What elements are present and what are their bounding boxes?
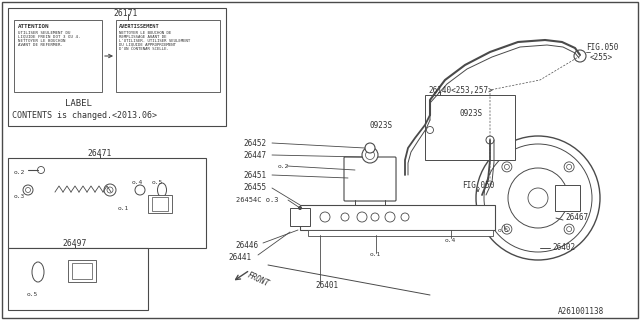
Text: o.5: o.5 [152, 180, 163, 186]
Ellipse shape [32, 262, 44, 282]
Text: o.3: o.3 [14, 194, 25, 198]
Bar [116, 20, 220, 92]
Text: DU LIQUIDE APPROPRIEMENT: DU LIQUIDE APPROPRIEMENT [119, 43, 176, 47]
Text: o.5: o.5 [498, 228, 509, 233]
Bar [14, 20, 102, 92]
Circle shape [564, 162, 574, 172]
Text: AVANT DE REFERMER.: AVANT DE REFERMER. [18, 43, 63, 47]
Circle shape [341, 213, 349, 221]
Circle shape [385, 212, 395, 222]
Text: 0923S: 0923S [370, 121, 393, 130]
Circle shape [365, 143, 375, 153]
Text: o.5: o.5 [27, 292, 38, 298]
Text: ATTENTION: ATTENTION [18, 25, 49, 29]
Text: 26471: 26471 [88, 148, 112, 157]
Text: o.4: o.4 [132, 180, 143, 186]
Bar [300, 205, 495, 230]
Text: L'UTILISER. UTILISER SEULEMENT: L'UTILISER. UTILISER SEULEMENT [119, 39, 190, 43]
Text: o.2: o.2 [278, 164, 289, 169]
Text: 26446: 26446 [235, 241, 258, 250]
Text: LIQUIDE FREIN DOT 3 OU 4.: LIQUIDE FREIN DOT 3 OU 4. [18, 35, 81, 39]
Text: NETTOYER LE BOUCHON: NETTOYER LE BOUCHON [18, 39, 65, 43]
Circle shape [107, 187, 113, 193]
Circle shape [508, 168, 568, 228]
Bar [8, 248, 148, 310]
Bar [68, 260, 96, 282]
Circle shape [371, 213, 379, 221]
Text: 26454C o.3: 26454C o.3 [236, 197, 278, 203]
Text: LABEL: LABEL [65, 99, 92, 108]
Text: FIG.050: FIG.050 [586, 44, 618, 52]
Text: REMPLISSAGE AVANT DE: REMPLISSAGE AVANT DE [119, 35, 166, 39]
Circle shape [502, 224, 512, 234]
Text: 26402: 26402 [552, 244, 575, 252]
Bar [8, 158, 206, 248]
Circle shape [476, 136, 600, 260]
Circle shape [320, 212, 330, 222]
Circle shape [362, 147, 378, 163]
Circle shape [26, 188, 31, 193]
Circle shape [566, 227, 572, 232]
Text: o.1: o.1 [118, 205, 129, 211]
Text: FRONT: FRONT [246, 271, 271, 289]
Circle shape [357, 212, 367, 222]
Circle shape [104, 184, 116, 196]
Text: 26140<253,257>: 26140<253,257> [428, 85, 493, 94]
FancyBboxPatch shape [344, 157, 396, 201]
Text: A261001138: A261001138 [558, 308, 604, 316]
Circle shape [38, 166, 45, 173]
Circle shape [298, 206, 301, 210]
Circle shape [504, 164, 509, 169]
Bar [72, 263, 92, 279]
Text: 26467: 26467 [565, 213, 588, 222]
Text: 26455: 26455 [243, 183, 266, 193]
Bar [152, 197, 168, 211]
Bar [148, 195, 172, 213]
Circle shape [574, 50, 586, 62]
Bar [345, 158, 395, 200]
Bar [308, 230, 493, 236]
Circle shape [426, 126, 433, 133]
Circle shape [486, 136, 494, 144]
Circle shape [426, 114, 434, 122]
Text: D'UN CONTENAR SCELLE.: D'UN CONTENAR SCELLE. [119, 47, 169, 51]
Circle shape [401, 213, 409, 221]
Bar [290, 208, 310, 226]
Text: UTILISER SEULEMENT DU: UTILISER SEULEMENT DU [18, 31, 70, 35]
Text: FIG.050: FIG.050 [462, 180, 494, 189]
Text: o.2: o.2 [14, 170, 25, 174]
Circle shape [365, 150, 374, 159]
Text: <255>: <255> [590, 52, 613, 61]
Text: 26452: 26452 [243, 139, 266, 148]
Bar [555, 185, 580, 211]
Ellipse shape [157, 183, 166, 197]
Text: NETTOYER LE BOUCHON DE: NETTOYER LE BOUCHON DE [119, 31, 172, 35]
Circle shape [486, 148, 493, 156]
Circle shape [504, 227, 509, 232]
Text: 0923S: 0923S [460, 108, 483, 117]
Circle shape [484, 144, 592, 252]
Circle shape [23, 185, 33, 195]
Circle shape [502, 162, 512, 172]
Text: 26497: 26497 [63, 238, 87, 247]
Bar [425, 95, 515, 160]
Circle shape [564, 224, 574, 234]
Text: o.4: o.4 [445, 237, 456, 243]
Text: o.1: o.1 [370, 252, 381, 258]
Text: AVERTISSEMENT: AVERTISSEMENT [119, 25, 159, 29]
Text: 26447: 26447 [243, 150, 266, 159]
Text: 26401: 26401 [315, 281, 338, 290]
Text: 26171: 26171 [113, 9, 138, 18]
Text: 26441: 26441 [228, 252, 251, 261]
Bar [8, 8, 226, 126]
Text: CONTENTS is changed.<2013.06>: CONTENTS is changed.<2013.06> [12, 110, 157, 119]
Circle shape [566, 164, 572, 169]
Text: 26451: 26451 [243, 171, 266, 180]
Circle shape [528, 188, 548, 208]
Circle shape [135, 185, 145, 195]
